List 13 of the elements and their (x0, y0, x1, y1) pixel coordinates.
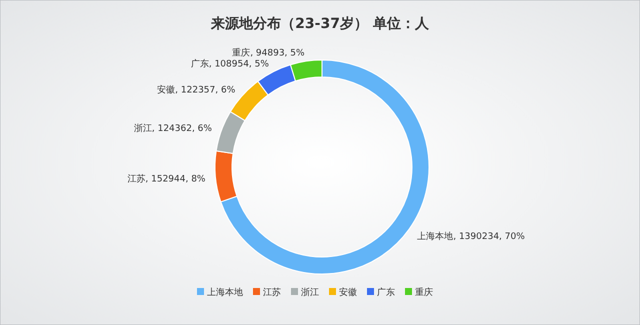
legend-label: 安徽 (339, 287, 357, 298)
chart-title: 来源地分布（23-37岁） 单位：人 (210, 16, 430, 32)
data-label: 安徽, 122357, 6% (157, 84, 236, 96)
legend-label: 浙江 (301, 287, 319, 298)
data-label: 重庆, 94893, 5% (232, 47, 306, 58)
data-label: 上海本地, 1390234, 70% (417, 230, 526, 242)
legend-label: 广东 (377, 287, 395, 298)
data-label: 广东, 108954, 5% (190, 58, 270, 70)
data-label: 江苏, 152944, 8% (127, 174, 206, 185)
legend-label: 重庆 (415, 287, 433, 298)
data-label: 浙江, 124362, 6% (134, 123, 212, 134)
legend-label: 江苏 (263, 287, 281, 298)
legend-label: 上海本地 (207, 287, 243, 298)
